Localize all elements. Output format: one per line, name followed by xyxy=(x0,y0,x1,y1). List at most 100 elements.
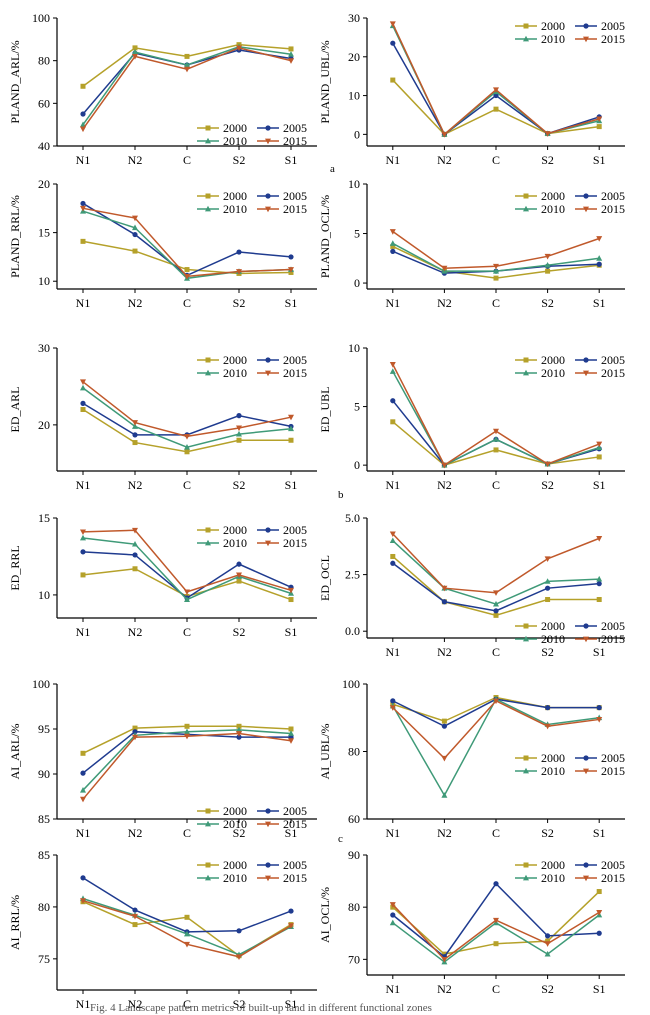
x-tick-label: C xyxy=(183,997,191,1011)
data-point-2015 xyxy=(236,954,242,960)
legend-marker-2015 xyxy=(265,138,271,145)
legend-label-2000: 2000 xyxy=(223,353,247,367)
legend-marker-2005 xyxy=(265,527,271,533)
data-point-2015 xyxy=(441,956,448,963)
data-point-2000 xyxy=(441,718,447,724)
data-point-2015 xyxy=(493,263,499,270)
x-tick-label: N1 xyxy=(76,625,91,639)
y-tick-label: 80 xyxy=(38,900,50,914)
legend-marker-2000 xyxy=(523,862,529,868)
x-tick-label: N2 xyxy=(437,826,452,840)
data-point-2015 xyxy=(132,215,138,222)
legend-marker-2005 xyxy=(583,357,589,363)
data-point-2015 xyxy=(493,698,499,705)
legend-label-2015: 2015 xyxy=(283,366,307,380)
legend-label-2005: 2005 xyxy=(601,189,625,203)
legend-label-2010: 2010 xyxy=(223,366,247,380)
data-point-2000 xyxy=(545,938,551,944)
legend-marker-2015 xyxy=(265,821,271,828)
x-tick-label: N2 xyxy=(128,625,143,639)
chart-panel-3: 10 15 20 N1 N2 C S2 S1 PLAND_RRL/% 2000 2005 2010 20… xyxy=(8,177,317,310)
x-tick-label: N2 xyxy=(128,153,143,167)
data-point-2010 xyxy=(288,425,294,432)
data-point-2010 xyxy=(184,443,190,450)
data-point-2005 xyxy=(596,581,602,587)
data-point-2000 xyxy=(545,268,551,274)
data-point-2015 xyxy=(493,917,499,924)
data-point-2015 xyxy=(184,434,190,440)
data-point-2005 xyxy=(132,907,138,913)
data-point-2000 xyxy=(390,77,396,83)
y-tick-label: 0 xyxy=(354,276,360,290)
x-tick-label: S1 xyxy=(285,153,298,167)
legend-label-2015: 2015 xyxy=(601,764,625,778)
data-point-2015 xyxy=(132,527,138,534)
data-point-2015 xyxy=(596,717,603,723)
y-axis-label: AI_OCL/% xyxy=(318,887,332,943)
data-point-2010 xyxy=(80,534,86,541)
legend-marker-2010 xyxy=(205,369,211,376)
data-point-2000 xyxy=(132,248,138,254)
data-point-2000 xyxy=(80,83,86,89)
data-point-2010 xyxy=(389,537,396,544)
data-point-2015 xyxy=(80,796,86,803)
data-point-2015 xyxy=(80,898,86,904)
x-tick-label: N2 xyxy=(437,645,452,659)
legend-marker-2015 xyxy=(583,370,589,377)
x-tick-label: S1 xyxy=(593,478,606,492)
x-tick-label: S2 xyxy=(541,982,554,996)
legend-marker-2000 xyxy=(205,527,211,533)
data-point-2000 xyxy=(184,914,190,920)
x-tick-label: N2 xyxy=(128,296,143,310)
x-tick-label: S1 xyxy=(593,645,606,659)
y-axis-label: ED_UBL xyxy=(318,387,332,433)
y-axis-label: AI_ARL/% xyxy=(8,724,22,780)
legend-label-2015: 2015 xyxy=(601,366,625,380)
data-point-2005 xyxy=(80,111,86,117)
legend-label-2010: 2010 xyxy=(541,202,565,216)
legend-marker-2005 xyxy=(265,808,271,814)
legend-label-2010: 2010 xyxy=(541,32,565,46)
y-tick-label: 10 xyxy=(38,274,50,288)
x-tick-label: S1 xyxy=(593,153,606,167)
y-tick-label: 30 xyxy=(348,11,360,25)
data-point-2005 xyxy=(288,908,294,914)
x-tick-label: N1 xyxy=(385,296,400,310)
data-point-2000 xyxy=(236,723,242,729)
data-point-2005 xyxy=(288,254,294,260)
chart-panel-5: 20 30 N1 N2 C S2 S1 ED_ARL 2000 2005 2010 2015 xyxy=(8,341,317,492)
data-point-2005 xyxy=(493,881,499,887)
data-point-2005 xyxy=(236,561,242,567)
legend-marker-2005 xyxy=(583,23,589,29)
legend-marker-2010 xyxy=(205,820,211,827)
data-point-2005 xyxy=(390,912,396,918)
legend-label-2000: 2000 xyxy=(541,858,565,872)
data-point-2015 xyxy=(236,731,242,737)
legend-label-2005: 2005 xyxy=(283,858,307,872)
data-point-2000 xyxy=(184,723,190,729)
data-point-2015 xyxy=(596,441,603,448)
data-point-2010 xyxy=(80,384,86,391)
data-point-2000 xyxy=(184,53,190,59)
legend-label-2005: 2005 xyxy=(283,353,307,367)
data-point-2010 xyxy=(236,430,242,437)
x-tick-label: S2 xyxy=(541,478,554,492)
data-point-2010 xyxy=(441,792,448,798)
data-point-2010 xyxy=(80,787,86,793)
legend-marker-2005 xyxy=(583,862,589,868)
legend-label-2010: 2010 xyxy=(541,764,565,778)
y-tick-label: 100 xyxy=(32,677,50,691)
data-point-2005 xyxy=(236,928,242,934)
y-axis-label: ED_ARL xyxy=(8,387,22,433)
x-tick-label: N1 xyxy=(76,997,91,1011)
legend-label-2000: 2000 xyxy=(541,19,565,33)
chart-panel-8: 0.0 2.5 5.0 N1 N2 C S2 S1 ED_OCL 2000 2005 2010 2015 xyxy=(318,511,625,659)
legend-marker-2010 xyxy=(205,205,211,212)
data-point-2000 xyxy=(596,454,602,460)
y-tick-label: 5 xyxy=(354,227,360,241)
x-tick-label: C xyxy=(183,826,191,840)
chart-panel-2: 0 10 20 30 N1 N2 C S2 S1 PLAND_UBL/% 2000 2005 2010 2… xyxy=(318,11,625,167)
x-tick-label: N2 xyxy=(437,982,452,996)
series-line-2015 xyxy=(392,904,600,961)
